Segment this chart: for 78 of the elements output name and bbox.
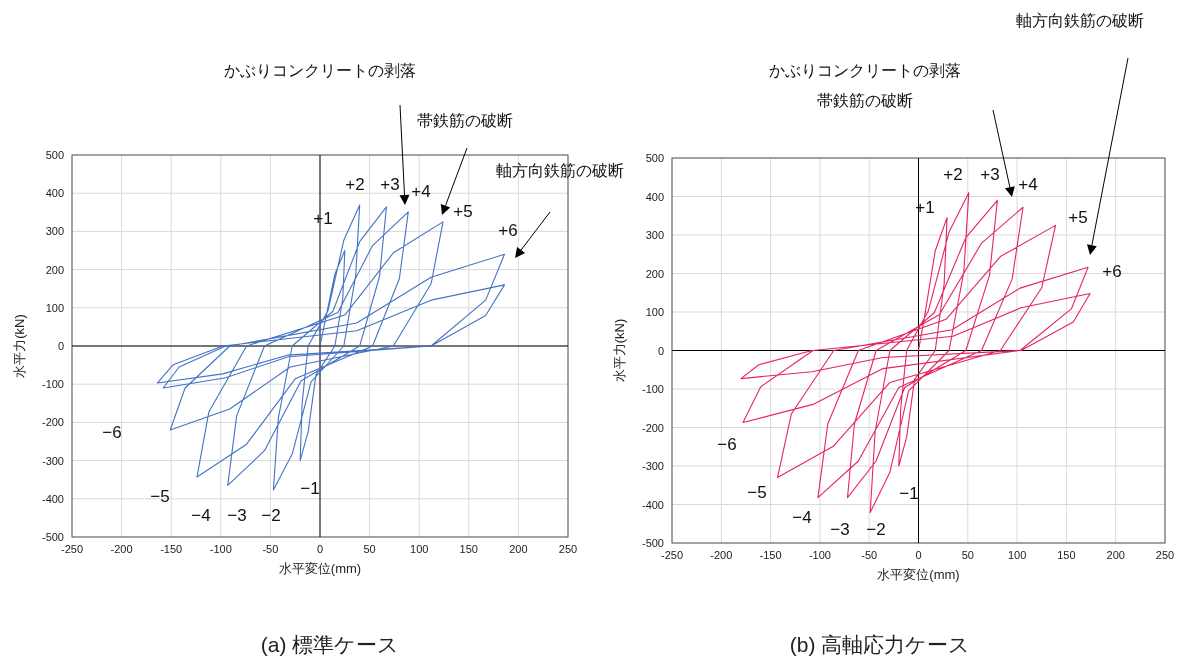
annotation: +6 (498, 221, 518, 240)
x-tick-label: 200 (1106, 549, 1125, 561)
y-tick-label: -400 (641, 498, 664, 511)
y-tick-label: -200 (641, 421, 664, 434)
annotation: −4 (792, 508, 812, 527)
annotation: −3 (227, 506, 247, 525)
x-tick-label: 250 (558, 543, 578, 555)
x-tick-label: -250 (60, 543, 84, 555)
annotation: +2 (345, 175, 365, 194)
annotation: +5 (453, 202, 473, 221)
x-tick-label: -100 (808, 549, 831, 561)
y-tick-label: 0 (57, 340, 64, 352)
x-tick-label: 50 (363, 543, 376, 555)
x-tick-label: 200 (509, 543, 528, 555)
y-tick-label: -100 (41, 378, 64, 391)
x-tick-label: -250 (660, 549, 684, 561)
annotation: +3 (980, 165, 1000, 184)
x-tick-label: 100 (1007, 549, 1027, 561)
x-axis-title: 水平変位(mm) (877, 567, 960, 582)
x-tick-label: -150 (160, 543, 183, 555)
annotation: −2 (866, 520, 886, 539)
x-tick-label: 150 (459, 543, 478, 555)
x-tick-label: 0 (316, 543, 324, 555)
y-tick-label: 500 (45, 149, 64, 161)
y-tick-label: 100 (45, 301, 64, 314)
annotation: +6 (1102, 262, 1122, 281)
x-tick-label: 50 (961, 549, 974, 561)
annotation: −1 (300, 479, 320, 498)
y-tick-label: 500 (645, 152, 664, 164)
x-tick-label: -150 (759, 549, 782, 561)
y-tick-label: -500 (641, 537, 664, 549)
y-tick-label: 300 (45, 225, 64, 238)
annotation: −5 (747, 483, 767, 502)
y-axis-title: 水平力(kN) (12, 314, 27, 378)
text: 帯鉄筋の破断 (417, 112, 513, 129)
x-tick-label: 0 (915, 549, 922, 561)
annotation: −6 (717, 435, 737, 454)
text: 帯鉄筋の破断 (817, 92, 913, 109)
y-axis-title: 水平力(kN) (612, 318, 627, 383)
y-tick-label: -300 (641, 460, 664, 472)
x-tick-label: 250 (1155, 549, 1175, 561)
y-tick-label: -400 (41, 492, 64, 505)
y-tick-label: 400 (645, 190, 664, 203)
annotation: +3 (380, 175, 400, 194)
annotation: +4 (1018, 175, 1038, 194)
y-tick-label: -100 (641, 383, 664, 395)
x-tick-label: 100 (410, 543, 429, 555)
y-tick-label: 100 (645, 306, 664, 318)
annotation: −4 (191, 506, 211, 525)
y-tick-label: -200 (41, 416, 64, 429)
y-tick-label: 300 (645, 229, 664, 241)
annotation: −3 (830, 520, 850, 539)
y-tick-label: 0 (657, 344, 664, 357)
text: (b) 高軸応力ケース (789, 633, 971, 656)
annotation: −1 (899, 484, 919, 503)
annotation: −2 (261, 506, 281, 525)
x-tick-label: -200 (110, 543, 133, 555)
y-tick-label: 200 (645, 267, 664, 280)
annotation: 軸方向鉄筋の破断 (496, 162, 624, 179)
x-tick-label: 150 (1057, 549, 1076, 561)
text: かぶりコンクリートの剥落 (769, 62, 961, 79)
annotation: +5 (1068, 208, 1088, 227)
annotation: −5 (150, 487, 170, 506)
y-tick-label: -300 (41, 454, 64, 467)
x-tick-label: -50 (861, 549, 878, 561)
annotation: +4 (411, 182, 431, 201)
x-tick-label: -100 (209, 543, 232, 555)
text: 軸方向鉄筋の破断 (1016, 12, 1144, 29)
y-tick-label: 200 (45, 263, 64, 276)
text: かぶりコンクリートの剥落 (224, 62, 416, 79)
x-tick-label: -50 (262, 543, 279, 555)
text: (a) 標準ケース (260, 633, 400, 656)
annotation: −6 (102, 423, 122, 442)
annotation: +2 (943, 165, 963, 184)
y-tick-label: -500 (41, 531, 64, 543)
y-tick-label: 400 (45, 187, 64, 200)
x-axis-title: 水平変位(mm) (278, 561, 362, 576)
x-tick-label: -200 (710, 549, 733, 561)
